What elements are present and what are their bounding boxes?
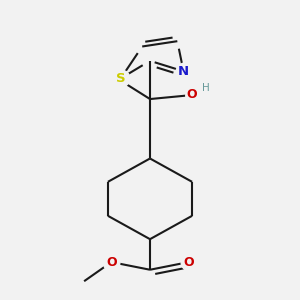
Text: O: O [183, 256, 194, 268]
Text: O: O [106, 256, 117, 268]
Text: O: O [187, 88, 197, 101]
Text: S: S [116, 72, 126, 85]
Text: N: N [178, 65, 189, 78]
Text: H: H [202, 83, 209, 93]
